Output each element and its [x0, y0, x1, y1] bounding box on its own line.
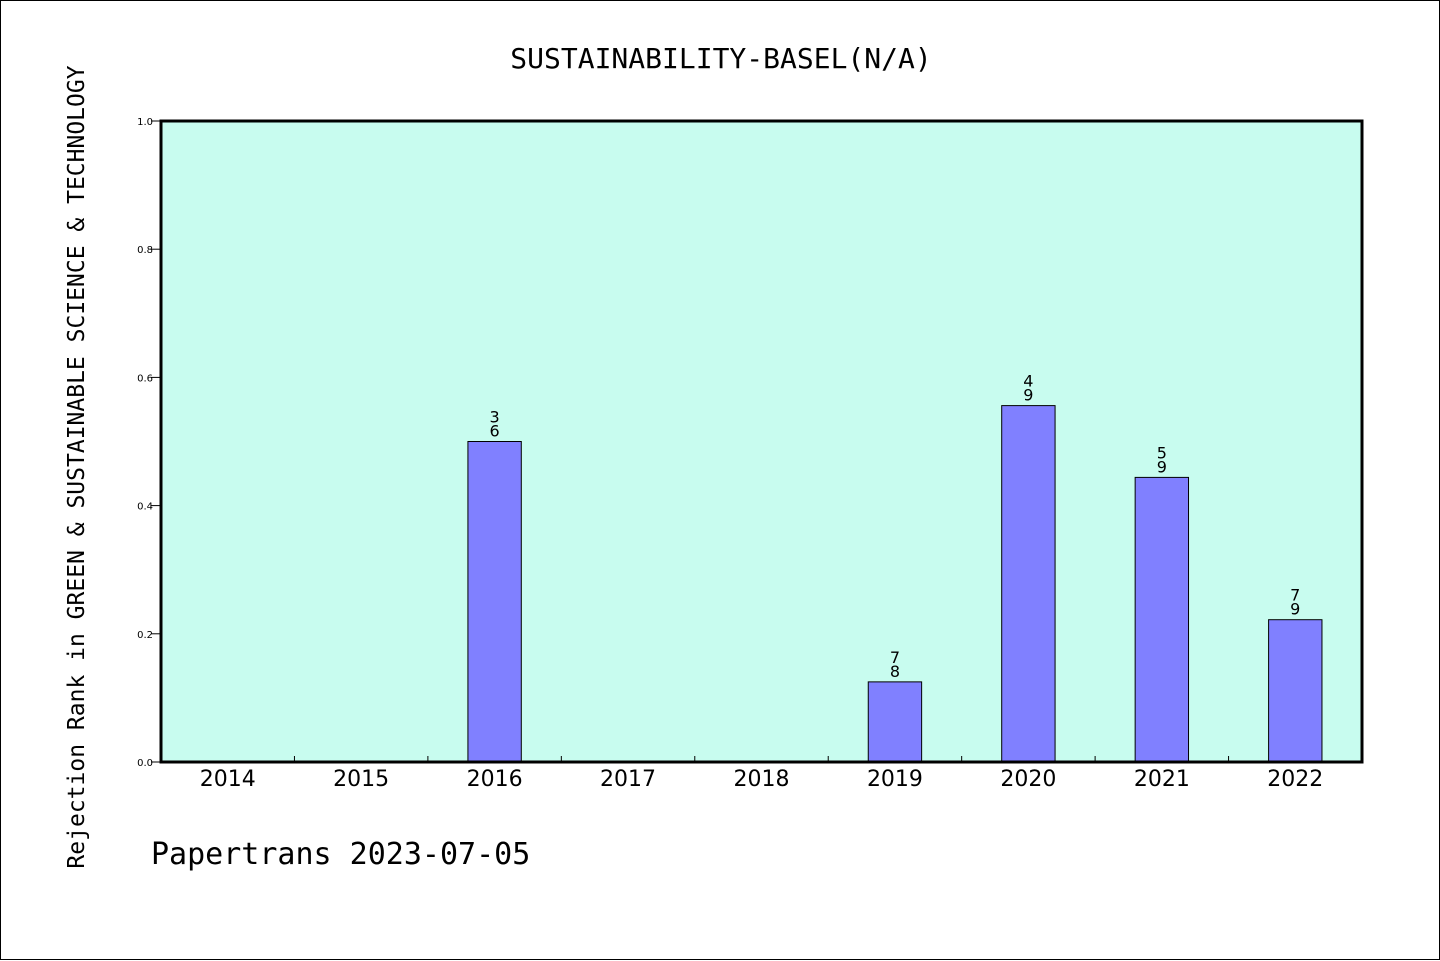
x-category-label: 2021	[1134, 767, 1190, 792]
x-category-label: 2016	[467, 767, 523, 792]
x-category-label: 2019	[867, 767, 923, 792]
y-tick-label: 0.4	[137, 502, 153, 513]
bar-label-top: 3	[490, 408, 500, 427]
x-category-label: 2017	[600, 767, 656, 792]
chart-title: SUSTAINABILITY-BASEL(N/A)	[510, 42, 931, 75]
bar-label-bottom: 9	[1023, 386, 1033, 405]
x-category-label: 2014	[200, 767, 256, 792]
bar-label-top: 7	[890, 648, 900, 667]
y-axis-ticks: 0.0 0.2 0.4 0.6 0.8 1.0	[137, 117, 161, 769]
y-tick-label: 0.2	[137, 630, 153, 641]
bar-label-bottom: 9	[1290, 600, 1300, 619]
y-tick-label: 0.6	[137, 373, 153, 384]
bar	[1001, 405, 1056, 763]
y-tick-label: 0.8	[137, 245, 153, 256]
bar-label-top: 7	[1290, 586, 1300, 605]
bar	[1134, 476, 1190, 763]
bar	[1268, 619, 1323, 763]
bar-label-bottom: 8	[890, 662, 900, 681]
bar-label-bottom: 6	[490, 422, 500, 441]
bar	[467, 441, 522, 763]
y-tick-label: 0.0	[137, 758, 153, 769]
x-category-label: 2015	[333, 767, 389, 792]
x-category-label: 2018	[734, 767, 790, 792]
x-category-label: 2022	[1267, 767, 1323, 792]
x-category-label: 2020	[1000, 767, 1056, 792]
bar-label-top: 4	[1023, 372, 1033, 391]
x-axis-categories: 2014 2015 2016 2017 2018 2019 2020 2021 2022	[200, 756, 1323, 792]
bar	[867, 681, 923, 763]
y-axis-label: Rejection Rank in GREEN & SUSTAINABLE SC…	[64, 65, 90, 868]
bar-label-bottom: 9	[1157, 457, 1167, 476]
bar-label-top: 5	[1157, 443, 1167, 462]
y-tick-label: 1.0	[137, 117, 153, 128]
footer-note: Papertrans 2023-07-05	[151, 837, 530, 872]
plot-border	[159, 119, 1364, 764]
